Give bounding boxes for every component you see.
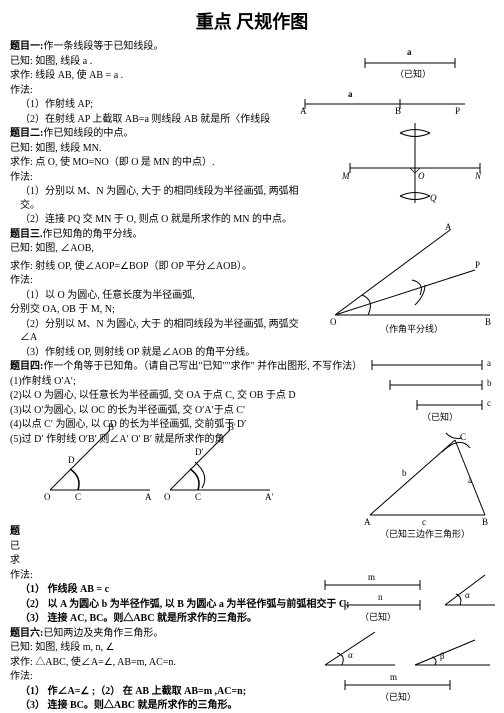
l10: （2）连接 PQ 交 MN 于 O, 则点 O 就是所求作的 MN 的中点。 (10, 213, 310, 227)
l19: (2)以 O 为圆心, 以任意长为半径画弧, 交 OA 于点 C, 交 OB 于… (10, 389, 310, 403)
l4: （1）作射线 AP; (10, 98, 310, 112)
fig-mn-angle: m n α （已知） (320, 570, 500, 615)
item1-head: 题目一:作一条线段等于已知线段。 (10, 40, 310, 54)
fig-triangle-abc: A B C a b c （已知三边作三角形） (360, 430, 495, 525)
l16: （2）分别以 M、N 为圆心, 大于 的相同线段为半径画弧, 两弧交∠A (10, 318, 310, 345)
l9: （1）分别以 M、N 为圆心, 大于 的相同线段为半径画弧, 两弧相交。 (10, 185, 310, 212)
l18: (1)作射线 O′A′; (10, 375, 310, 389)
fig-alpha-beta: α β m （已知） (320, 630, 500, 705)
page-title: 重点 尺规作图 (10, 8, 494, 34)
l11: 已知: 如图, ∠AOB, (10, 242, 310, 256)
l13: 作法: (10, 274, 310, 288)
l1: 已知: 如图, 线段 a . (10, 55, 310, 69)
item3-head: 题目三.作已知角的角平分线。 (10, 228, 310, 242)
fig-angle-bisector: A P O B （作角平分线） (330, 225, 495, 325)
l8: 作法: (10, 171, 310, 185)
l15: 分别交 OA, OB 于 M, N; (10, 303, 310, 317)
fig-bisector-mn: M O N Q (340, 118, 490, 208)
lQ: 求 (10, 554, 494, 568)
l2: 求作: 线段 AB, 使 AB = a . (10, 69, 310, 83)
fig-two-angles: O A B C D O A′ B′ C D′ (40, 425, 280, 500)
l5: （2）在射线 AP 上截取 AB=a 则线段 AB 就是所〈作线段 (10, 113, 310, 127)
lZ: 已 (10, 540, 494, 554)
l3: 作法: (10, 84, 310, 98)
fig-ray-abp: a A B P (300, 92, 470, 114)
l20: (3)以 O′为圆心, 以 OC 的长为半径画弧, 交 O′A′于点 C′ (10, 404, 310, 418)
l17: （3）作射线 OP, 则射线 OP 就是∠AOB 的角平分线。 (10, 346, 310, 360)
fig-segment-a: a （已知） (355, 45, 465, 80)
item2-head: 题目二:作已知线段的中点。 (10, 127, 310, 141)
fig-abc-segments: a b c （已知） (362, 355, 492, 415)
l14: （1）以 O 为圆心, 任意长度为半径画弧, (10, 289, 310, 303)
l7: 求作: 点 O, 使 MO=NO（即 O 是 MN 的中点）. (10, 156, 310, 170)
l6: 已知: 如图, 线段 MN. (10, 142, 310, 156)
l12: 求作: 射线 OP, 使∠AOP=∠BOP（即 OP 平分∠AOB）。 (10, 260, 310, 274)
